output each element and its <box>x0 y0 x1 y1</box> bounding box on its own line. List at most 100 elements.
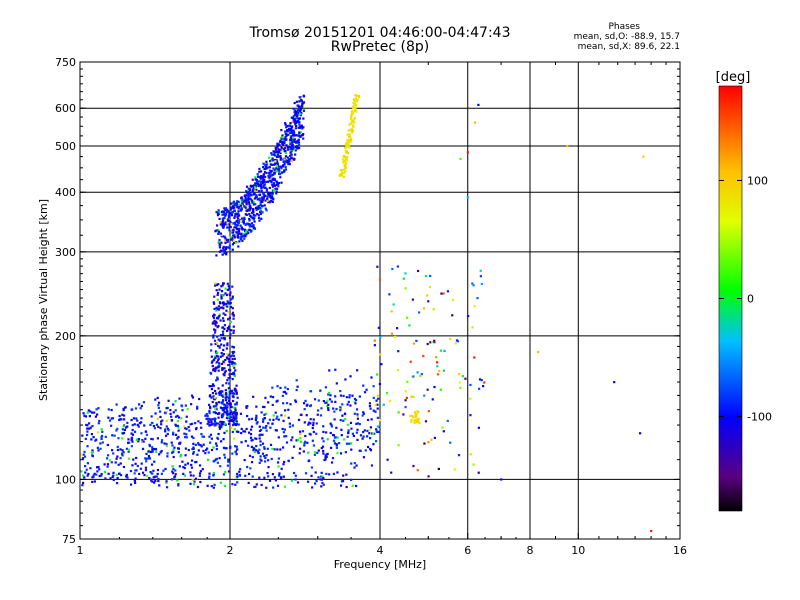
data-point <box>225 408 228 411</box>
data-point <box>222 413 225 416</box>
data-point <box>91 454 94 457</box>
data-point <box>208 410 211 413</box>
data-point <box>272 198 275 201</box>
data-point <box>370 432 374 435</box>
data-point <box>123 406 127 409</box>
data-point <box>295 439 298 442</box>
data-point <box>282 402 285 405</box>
data-point <box>216 293 219 296</box>
data-point <box>415 414 418 417</box>
data-point <box>271 396 275 399</box>
data-point <box>471 326 474 329</box>
data-point <box>415 339 418 342</box>
data-point <box>233 366 236 369</box>
data-point <box>152 448 155 451</box>
data-point <box>213 302 216 305</box>
data-point <box>291 137 295 140</box>
data-point <box>255 180 259 183</box>
data-point <box>296 481 300 484</box>
data-point <box>191 422 194 425</box>
data-point <box>252 218 255 221</box>
data-point <box>476 296 479 300</box>
data-point <box>252 186 255 189</box>
data-point <box>267 166 270 169</box>
data-point <box>121 413 124 416</box>
data-point <box>172 431 175 434</box>
data-point <box>224 209 227 212</box>
data-point <box>479 275 482 278</box>
data-point <box>297 107 300 111</box>
data-point <box>281 446 285 449</box>
data-point <box>228 246 231 250</box>
data-point <box>237 210 240 213</box>
data-point <box>217 240 220 243</box>
data-point <box>198 472 202 475</box>
data-point <box>217 232 220 235</box>
data-point <box>222 245 225 248</box>
data-point <box>192 452 195 455</box>
data-point <box>174 400 177 403</box>
data-point <box>97 407 100 410</box>
data-point <box>417 411 420 414</box>
data-point <box>298 117 302 120</box>
data-point <box>171 465 174 468</box>
data-point <box>95 408 98 411</box>
data-point <box>174 409 177 412</box>
data-point <box>241 228 244 231</box>
data-point <box>177 416 181 419</box>
data-point <box>270 174 273 177</box>
data-point <box>424 420 428 423</box>
data-point <box>137 440 140 443</box>
data-point <box>355 422 358 425</box>
data-point <box>210 423 213 426</box>
data-point <box>254 203 257 206</box>
data-point <box>291 116 295 120</box>
data-point <box>334 368 337 371</box>
data-point <box>271 157 274 160</box>
data-point <box>285 441 289 444</box>
data-point <box>386 458 389 461</box>
data-point <box>271 185 274 188</box>
data-point <box>289 151 292 154</box>
data-point <box>86 430 89 433</box>
data-point <box>235 420 238 423</box>
data-point <box>172 467 175 471</box>
data-point <box>151 472 154 475</box>
data-point <box>339 409 342 412</box>
data-point <box>133 430 137 433</box>
data-point <box>256 173 259 176</box>
data-point <box>356 438 359 441</box>
data-point <box>213 398 216 401</box>
data-point <box>232 365 235 368</box>
data-point <box>82 412 85 415</box>
data-point <box>278 150 281 154</box>
data-point <box>279 165 282 168</box>
data-point <box>271 403 274 407</box>
data-point <box>263 476 266 479</box>
data-point <box>196 407 199 410</box>
data-point <box>309 390 313 393</box>
data-point <box>296 147 299 150</box>
data-point <box>388 293 391 296</box>
data-point <box>252 201 256 204</box>
data-point <box>274 411 277 414</box>
data-point <box>232 206 235 210</box>
data-point <box>223 374 226 377</box>
data-point <box>233 241 236 244</box>
data-point <box>410 418 413 422</box>
data-point <box>170 478 174 481</box>
data-point <box>88 415 92 418</box>
data-point <box>143 424 146 427</box>
data-point <box>351 394 354 397</box>
data-point <box>223 431 226 435</box>
data-point <box>285 144 288 147</box>
data-point <box>90 411 94 414</box>
data-point <box>392 303 395 306</box>
data-point <box>320 475 323 478</box>
data-point <box>86 445 89 448</box>
y-tick-label: 100 <box>55 473 76 486</box>
data-point <box>293 118 296 121</box>
data-point <box>213 358 216 361</box>
data-point <box>181 409 184 412</box>
data-point <box>232 371 236 374</box>
